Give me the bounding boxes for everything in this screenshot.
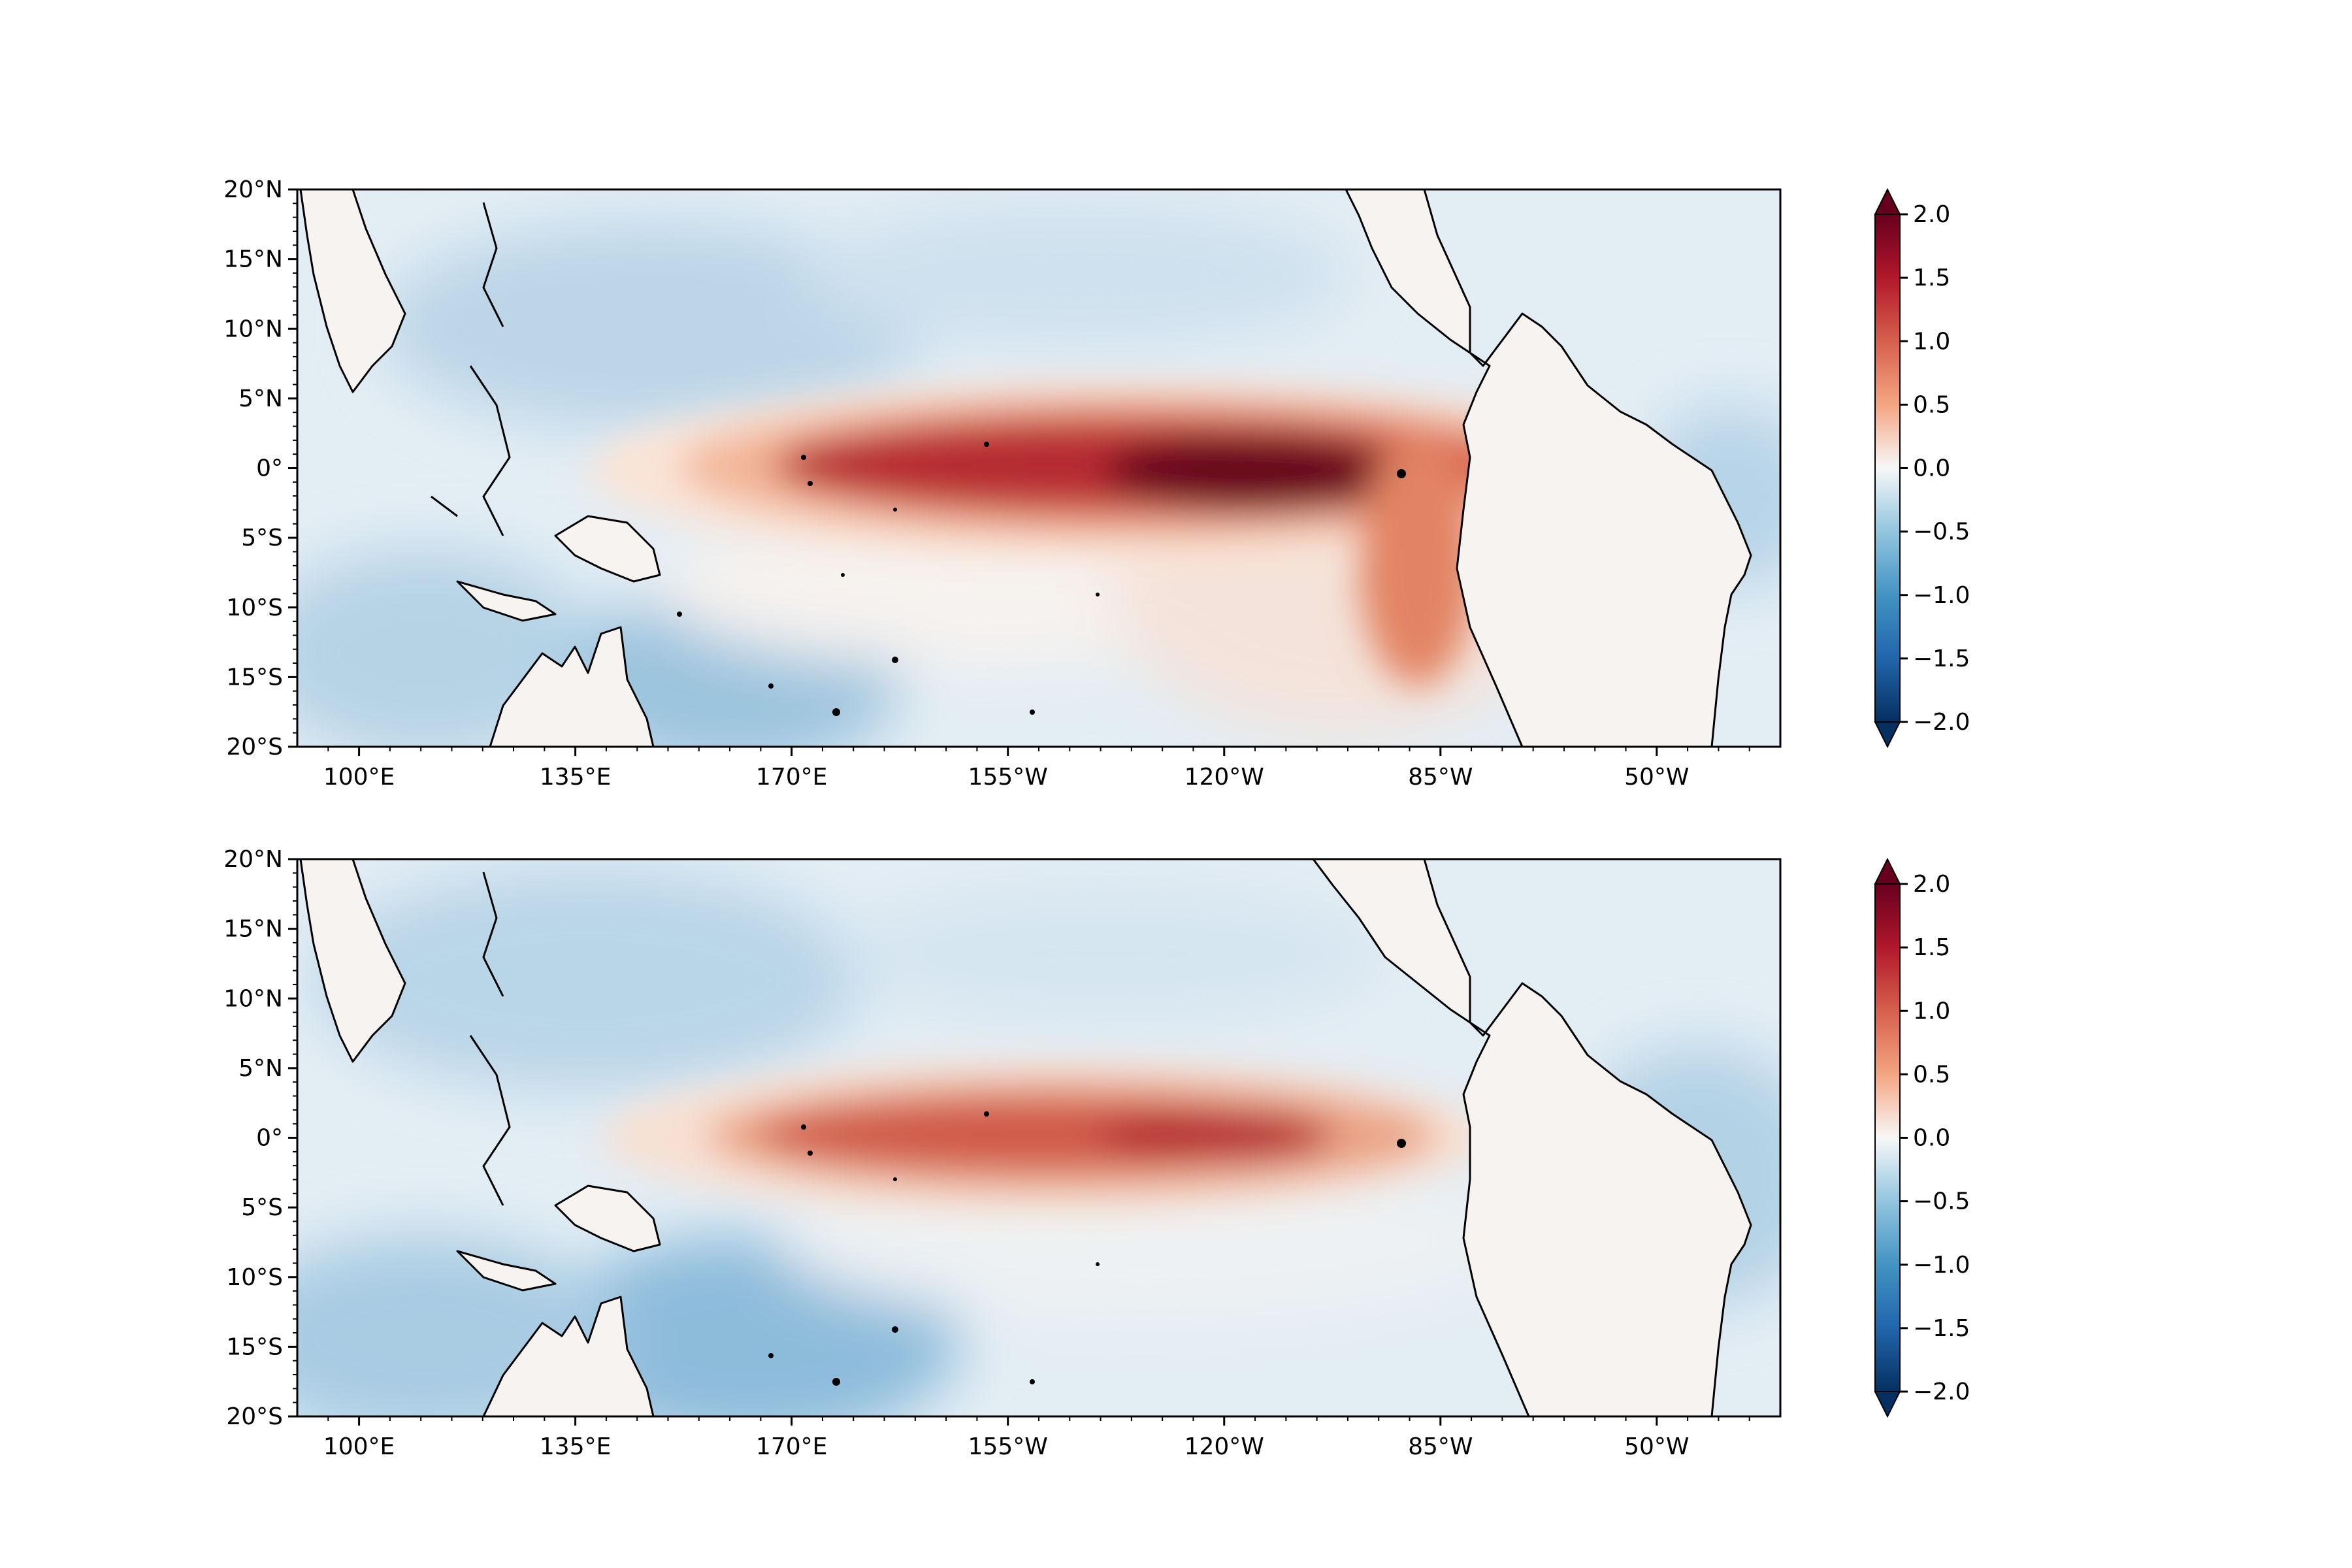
colorbar-top: 2.0 1.5 1.0 0.5 0.0 −0.5 −1.0 −1.5 −2.0 [1874, 188, 1970, 749]
colorbar-tick-label: 0.0 [1913, 455, 1950, 482]
lat-tick-label: 5°N [238, 1055, 283, 1082]
lon-tick-label: 155°W [968, 1433, 1048, 1460]
lon-tick-label: 155°W [968, 764, 1048, 791]
lat-tick-label: 5°S [241, 525, 283, 551]
colorbar-extend-max [1874, 188, 1901, 215]
lon-tick-label: 135°E [540, 764, 611, 791]
lon-tick-label: 85°W [1408, 1433, 1473, 1460]
lon-tick-label: 100°E [323, 764, 395, 791]
colorbar-extend-min [1874, 1391, 1901, 1418]
colorbar-tick-label: 0.5 [1913, 391, 1950, 418]
lat-tick-label: 10°N [223, 985, 283, 1012]
colorbar-tick-label: 0.5 [1913, 1061, 1950, 1088]
lat-tick-label: 10°S [226, 1264, 283, 1291]
colorbar-tick-label: 2.0 [1913, 871, 1950, 898]
colorbar-tick-label: −1.5 [1913, 645, 1970, 672]
lon-tick-label: 120°W [1184, 764, 1264, 791]
lon-tick-label: 120°W [1184, 1433, 1264, 1460]
colorbar-bottom: 2.0 1.5 1.0 0.5 0.0 −0.5 −1.0 −1.5 −2.0 [1874, 857, 1970, 1418]
colorbar-tick-label: −1.0 [1913, 1252, 1970, 1279]
colorbar-tick-label: 0.0 [1913, 1125, 1950, 1152]
lat-tick-label: 15°S [226, 1333, 283, 1360]
colorbar-tick-label: −1.5 [1913, 1315, 1970, 1342]
field-bottom [297, 859, 1780, 1416]
lat-tick-label: 15°S [226, 664, 283, 691]
lat-tick-label: 20°N [223, 846, 283, 873]
colorbar-extend-min [1874, 721, 1901, 749]
colorbar-bar [1874, 214, 1901, 723]
colorbar-tick-label: −2.0 [1913, 1379, 1970, 1405]
colorbar-tick-label: 1.0 [1913, 328, 1950, 355]
axis-ticks-bottom: 20°N 15°N 10°N 5°N 0° 5°S 10°S 15°S 20°S 100°E 135… [223, 846, 1750, 1460]
map-panel-bottom: 20°N 15°N 10°N 5°N 0° 5°S 10°S 15°S 20°S 100°E 135… [223, 846, 1970, 1460]
lat-tick-label: 0° [256, 455, 283, 482]
lon-tick-label: 170°E [756, 1433, 827, 1460]
lat-tick-label: 10°S [226, 595, 283, 621]
lon-tick-label: 100°E [323, 1433, 395, 1460]
axis-ticks-top: 20°N 15°N 10°N 5°N 0° 5°S 10°S 15°S 20°S 100°E 135… [223, 176, 1750, 791]
islands-bottom [768, 1111, 1406, 1386]
lat-tick-label: 20°S [226, 734, 283, 760]
lon-tick-label: 135°E [540, 1433, 611, 1460]
colorbar-tick-label: 1.5 [1913, 265, 1950, 291]
colorbar-tick-label: −1.0 [1913, 582, 1970, 609]
lat-tick-label: 15°N [223, 246, 283, 273]
lat-tick-label: 10°N [223, 316, 283, 342]
colorbar-tick-label: −2.0 [1913, 709, 1970, 736]
field-top [297, 189, 1780, 747]
colorbar-tick-label: 2.0 [1913, 201, 1950, 228]
lon-tick-label: 85°W [1408, 764, 1473, 791]
coastlines-bottom [299, 859, 1752, 1416]
lat-tick-label: 5°S [241, 1194, 283, 1221]
lat-tick-label: 5°N [238, 385, 283, 412]
colorbar-tick-label: 1.5 [1913, 934, 1950, 961]
lat-tick-label: 15°N [223, 916, 283, 943]
lat-tick-label: 20°S [226, 1403, 283, 1430]
colorbar-extend-max [1874, 857, 1901, 885]
lat-tick-label: 20°N [223, 176, 283, 203]
colorbar-tick-label: 1.0 [1913, 998, 1950, 1024]
colorbar-tick-label: −0.5 [1913, 519, 1970, 546]
lon-tick-label: 170°E [756, 764, 827, 791]
lon-tick-label: 50°W [1624, 1433, 1689, 1460]
islands-top [677, 442, 1406, 716]
colorbar-tick-label: −0.5 [1913, 1188, 1970, 1215]
colorbar-bar [1874, 883, 1901, 1392]
lat-tick-label: 0° [256, 1125, 283, 1152]
map-panel-top: 20°N 15°N 10°N 5°N 0° 5°S 10°S 15°S 20°S 100°E 135… [223, 176, 1970, 791]
lon-tick-label: 50°W [1624, 764, 1689, 791]
coastlines-top [299, 189, 1752, 747]
